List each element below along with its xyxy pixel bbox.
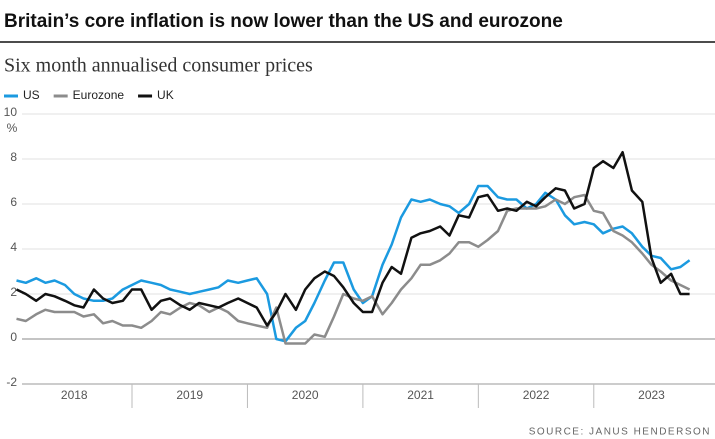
x-tick-label: 2023 xyxy=(638,388,665,402)
series-line xyxy=(15,150,690,327)
y-tick-label: 0 xyxy=(10,330,17,344)
legend-label: Eurozone xyxy=(73,88,125,102)
chart-subtitle: Six month annualised consumer prices xyxy=(4,55,313,77)
series-line xyxy=(16,193,691,345)
x-tick-label: 2018 xyxy=(61,388,88,402)
legend: US Eurozone UK xyxy=(4,88,174,102)
x-tick-label: 2022 xyxy=(523,388,550,402)
y-tick-label: 10 xyxy=(4,105,18,119)
chart-title: Britain’s core inflation is now lower th… xyxy=(4,11,563,32)
legend-label: UK xyxy=(157,88,174,102)
x-tick-label: 2020 xyxy=(292,388,319,402)
y-tick-label: 4 xyxy=(10,240,17,254)
source: SOURCE: JANUS HENDERSON xyxy=(529,427,711,438)
x-tick-label: 2019 xyxy=(176,388,203,402)
y-tick-label: 2 xyxy=(10,285,17,299)
legend-label: US xyxy=(23,88,40,102)
y-tick-label: 8 xyxy=(10,150,17,164)
x-tick-label: 2021 xyxy=(407,388,434,402)
y-unit: % xyxy=(7,121,18,135)
y-tick-label: -2 xyxy=(6,375,17,389)
series-line xyxy=(16,184,691,343)
y-tick-label: 6 xyxy=(10,195,17,209)
